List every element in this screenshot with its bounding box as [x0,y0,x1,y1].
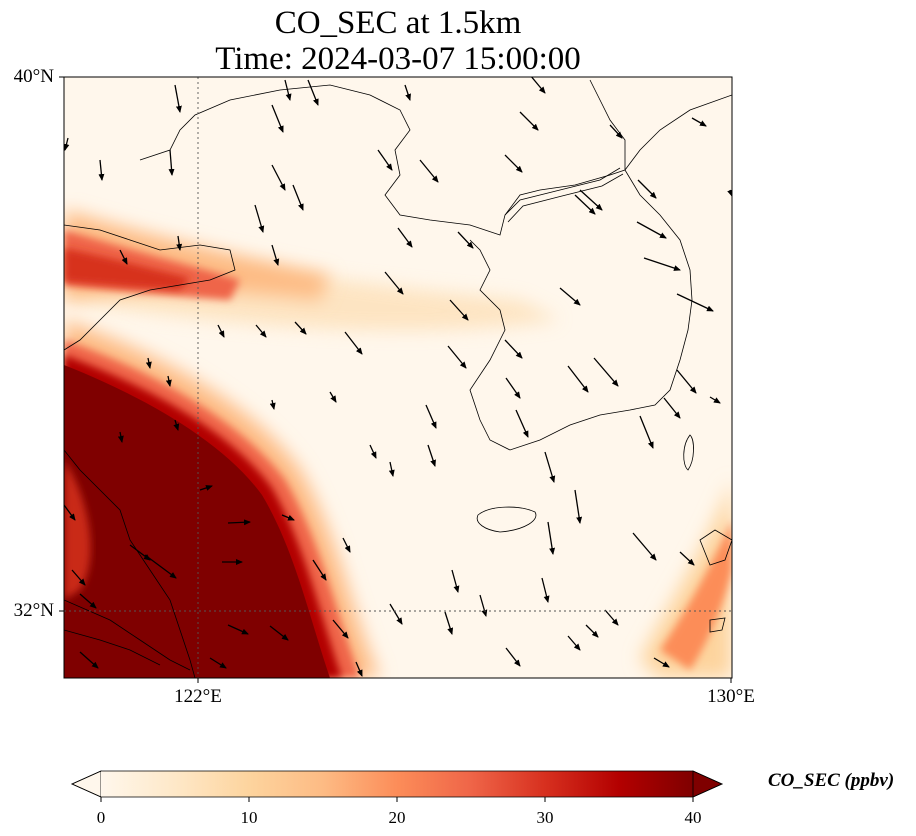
colorbar [71,770,723,802]
colorbar-extend-min [71,770,102,798]
colorbar-tick-40: 40 [684,808,702,827]
lat-tick-40n: 40°N [13,66,54,87]
map-subtitle-time: Time: 2024-03-07 15:00:00 [215,41,581,77]
map-title: CO_SEC at 1.5km [274,5,522,41]
colorbar-extend-max [692,770,723,798]
lon-tick-130e: 130°E [707,686,755,707]
colorbar-tick-30: 30 [536,808,554,827]
colorbar-tick-0: 0 [96,808,106,827]
co-concentration-field [64,77,732,678]
colorbar-label: CO_SEC (ppbv) [768,770,895,791]
colorbar-tick-10: 10 [240,808,258,827]
colorbar-tick-20: 20 [388,808,406,827]
lon-tick-122e: 122°E [174,686,222,707]
lat-tick-32n: 32°N [13,600,54,621]
map-plot [59,76,733,683]
map-gridlines [64,77,732,678]
map-frame [63,76,733,679]
coastlines [64,79,732,678]
colorbar-gradient [101,771,693,797]
wind-vectors [64,77,732,677]
